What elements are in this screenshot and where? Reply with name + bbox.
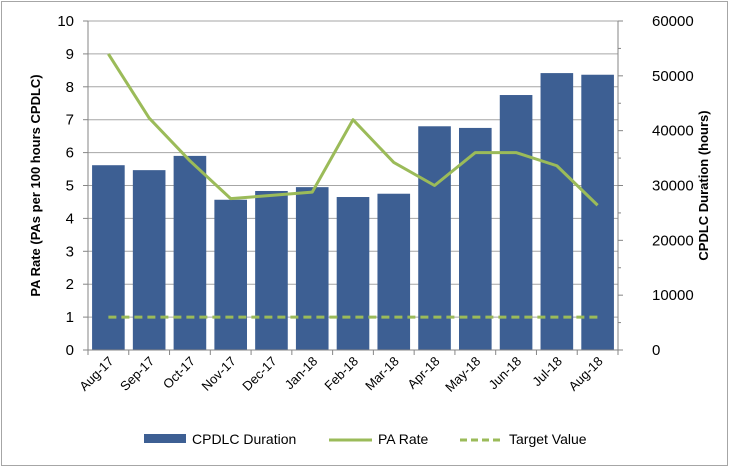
y-tick-label: 7: [66, 112, 74, 129]
legend-label-pa-rate: PA Rate: [378, 431, 429, 447]
y-tick-label: 4: [66, 210, 74, 227]
y2-axis-title: CPDLC Duration (hours): [696, 110, 711, 260]
y-tick-label: 6: [66, 145, 74, 162]
x-tick-label: Jan-18: [282, 354, 321, 393]
x-tick-label: Nov-17: [199, 354, 239, 394]
x-tick-label: Aug-18: [565, 354, 605, 394]
y-tick-label: 2: [66, 276, 74, 293]
y-tick-label: 8: [66, 79, 74, 96]
y-tick-label: 1: [66, 309, 74, 326]
y2-tick-label: 10000: [652, 287, 694, 304]
y2-tick-label: 40000: [652, 123, 694, 140]
combo-chart: 0 1 2 3 4 5 6 7 8 9 10 0 10000 20000 30000 40000 50000 6…: [28, 13, 711, 447]
y-tick-label: 0: [66, 342, 74, 359]
x-tick-label: Aug-17: [76, 354, 116, 394]
y2-tick-label: 0: [652, 342, 660, 359]
y-tick-label: 10: [57, 13, 74, 30]
bar-cpdlc-duration: [132, 170, 166, 350]
x-tick-label: Sep-17: [117, 354, 157, 394]
y-tick-label: 3: [66, 243, 74, 260]
chart-frame: 0 1 2 3 4 5 6 7 8 9 10 0 10000 20000 30000 40000 50000 6…: [1, 1, 728, 466]
y-tick-label: 9: [66, 46, 74, 63]
y-tick-label: 5: [66, 178, 74, 195]
bar-cpdlc-duration: [581, 74, 614, 350]
bar-cpdlc-duration: [214, 199, 247, 350]
y2-tick-label: 30000: [652, 178, 694, 195]
x-tick-label: Jul-18: [529, 354, 565, 390]
bar-cpdlc-duration: [255, 190, 288, 350]
bar-cpdlc-duration: [377, 193, 411, 350]
bar-cpdlc-duration: [295, 187, 329, 350]
bar-cpdlc-duration: [92, 165, 125, 350]
y2-tick-label: 60000: [652, 13, 694, 30]
bar-cpdlc-duration: [173, 155, 207, 350]
x-tick-label: May-18: [442, 354, 483, 395]
y2-tick-label: 50000: [652, 68, 694, 85]
bar-cpdlc-duration: [418, 126, 451, 350]
bar-cpdlc-duration: [540, 73, 574, 350]
legend-swatch-cpdlc-duration: [144, 434, 186, 443]
y2-tick-label: 20000: [652, 232, 694, 249]
legend: CPDLC Duration PA Rate Target Value: [144, 431, 587, 447]
bar-cpdlc-duration: [499, 95, 533, 351]
legend-label-cpdlc-duration: CPDLC Duration: [192, 431, 296, 447]
x-tick-label: Dec-17: [239, 354, 279, 394]
legend-label-target-value: Target Value: [509, 431, 587, 447]
x-tick-label: Oct-17: [160, 354, 198, 392]
y-axis-title: PA Rate (PAs per 100 hours CPDLC): [28, 74, 43, 296]
x-tick-label: Apr-18: [404, 354, 442, 392]
x-tick-label: Feb-18: [321, 354, 361, 394]
bar-cpdlc-duration: [459, 127, 492, 350]
x-tick-label: Mar-18: [362, 354, 402, 394]
x-tick-label: Jun-18: [485, 354, 524, 393]
bar-cpdlc-duration: [336, 197, 370, 350]
line-pa-rate: [107, 53, 599, 207]
